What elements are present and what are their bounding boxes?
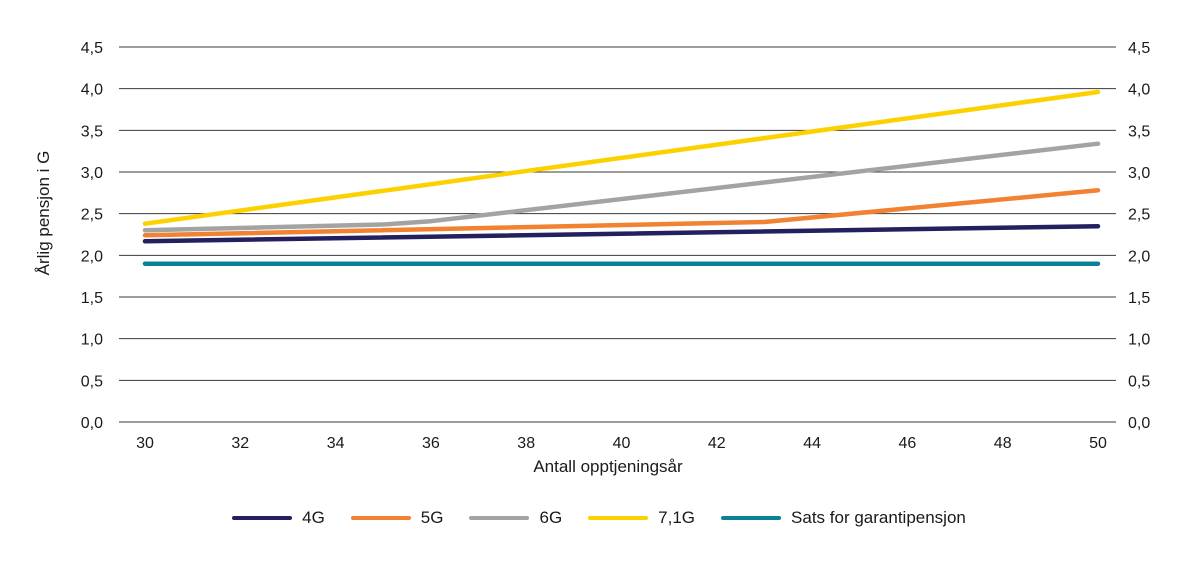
y-tick-label-left: 0,0 xyxy=(81,415,103,432)
legend-label: 4G xyxy=(302,508,325,527)
legend-swatch xyxy=(469,516,530,520)
y-tick-label-left: 4,5 xyxy=(81,40,103,57)
y-axis-title: Årlig pensjon i G xyxy=(34,151,53,276)
x-tick-label: 42 xyxy=(708,435,726,452)
x-tick-label: 50 xyxy=(1089,435,1107,452)
series-line-6g xyxy=(142,141,1101,233)
series-line-7-1g xyxy=(142,89,1101,226)
y-axis-right: 0,0 0,5 1,0 1,5 2,0 2,5 3,0 3,5 4,0 4,5 xyxy=(1128,40,1150,432)
legend-swatch xyxy=(350,516,411,520)
x-tick-label: 44 xyxy=(803,435,821,452)
series-line-4g xyxy=(142,223,1101,244)
legend-label: 5G xyxy=(420,508,444,527)
y-tick-label-right: 1,0 xyxy=(1128,332,1150,349)
y-tick-label-right: 0,0 xyxy=(1128,415,1150,432)
legend-swatch xyxy=(721,516,782,520)
y-tick-label-left: 2,0 xyxy=(81,248,103,265)
y-tick-label-left: 2,5 xyxy=(81,207,103,224)
y-tick-label-right: 3,0 xyxy=(1128,165,1150,182)
legend-item: 7,1G xyxy=(588,508,695,528)
y-tick-label-left: 4,0 xyxy=(81,82,103,99)
x-tick-label: 34 xyxy=(327,435,345,452)
legend-label: 7,1G xyxy=(658,508,696,527)
gridlines xyxy=(119,46,1116,423)
legend-item: 6G xyxy=(469,508,562,528)
x-tick-label: 30 xyxy=(136,435,154,452)
line-chart: 0,0 0,5 1,0 1,5 2,0 2,5 3,0 3,5 4,0 4,5 0,0 0,5 1,0… xyxy=(34,40,1150,476)
legend: 4G 5G 6G 7,1G Sats for garantipensjon xyxy=(0,508,1198,528)
series-lines xyxy=(142,89,1101,266)
y-tick-label-right: 4,0 xyxy=(1128,82,1150,99)
y-tick-label-right: 4,5 xyxy=(1128,40,1150,57)
y-tick-label-left: 1,0 xyxy=(81,332,103,349)
legend-item: 4G xyxy=(232,508,325,528)
legend-swatch xyxy=(588,516,649,520)
legend-label: 6G xyxy=(539,508,563,527)
legend-item: 5G xyxy=(350,508,444,528)
x-tick-label: 48 xyxy=(994,435,1012,452)
y-tick-label-right: 0,5 xyxy=(1128,373,1150,390)
y-tick-label-right: 2,0 xyxy=(1128,248,1150,265)
legend-item: Sats for garantipensjon xyxy=(721,508,966,528)
x-tick-label: 40 xyxy=(613,435,631,452)
x-tick-label: 36 xyxy=(422,435,440,452)
y-tick-label-left: 0,5 xyxy=(81,373,103,390)
y-tick-label-left: 3,5 xyxy=(81,123,103,140)
x-tick-label: 32 xyxy=(231,435,249,452)
x-tick-label: 46 xyxy=(899,435,917,452)
y-tick-label-right: 3,5 xyxy=(1128,123,1150,140)
y-axis-left: 0,0 0,5 1,0 1,5 2,0 2,5 3,0 3,5 4,0 4,5 xyxy=(81,40,103,432)
x-axis-title: Antall opptjeningsår xyxy=(533,457,683,476)
x-axis: 30 32 34 36 38 40 42 44 46 48 50 xyxy=(136,435,1107,452)
x-tick-label: 38 xyxy=(517,435,535,452)
y-tick-label-left: 1,5 xyxy=(81,290,103,307)
legend-label: Sats for garantipensjon xyxy=(791,508,966,527)
legend-swatch xyxy=(232,516,293,520)
series-line-5g xyxy=(142,188,1101,238)
y-tick-label-left: 3,0 xyxy=(81,165,103,182)
y-tick-label-right: 2,5 xyxy=(1128,207,1150,224)
y-tick-label-right: 1,5 xyxy=(1128,290,1150,307)
